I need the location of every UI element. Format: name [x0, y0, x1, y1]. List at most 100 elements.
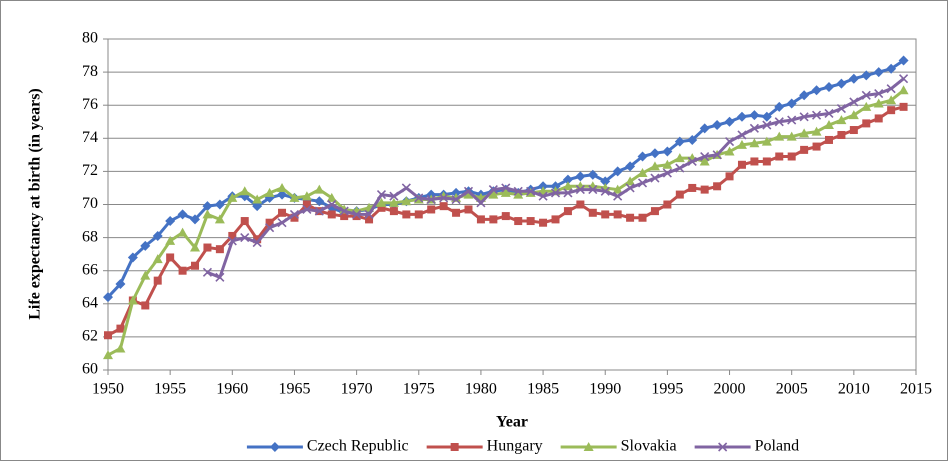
marker — [638, 213, 647, 222]
marker — [450, 443, 459, 451]
marker — [214, 214, 225, 224]
marker — [687, 156, 697, 167]
marker — [127, 252, 138, 263]
marker — [674, 153, 685, 163]
marker — [749, 110, 760, 121]
marker — [799, 128, 810, 138]
marker — [463, 189, 474, 199]
marker — [215, 245, 224, 254]
marker — [724, 146, 735, 156]
marker — [873, 67, 884, 78]
marker — [439, 193, 449, 203]
marker — [675, 163, 685, 173]
marker — [775, 152, 784, 161]
marker — [612, 184, 623, 194]
marker — [289, 192, 300, 202]
marker — [177, 227, 188, 237]
marker — [314, 184, 325, 194]
marker — [526, 217, 535, 226]
marker — [601, 210, 610, 219]
marker — [202, 201, 213, 212]
marker — [662, 159, 673, 169]
marker — [724, 137, 735, 147]
marker — [104, 331, 112, 340]
marker — [600, 176, 611, 187]
x-tick-label: 2010 — [838, 381, 870, 398]
marker — [214, 199, 225, 210]
legend-label: Czech Republic — [307, 438, 409, 455]
marker — [563, 207, 572, 216]
y-tick-label: 80 — [82, 30, 98, 47]
marker — [202, 267, 213, 277]
marker — [427, 205, 436, 214]
marker — [376, 190, 387, 200]
marker — [152, 230, 163, 241]
marker — [625, 176, 636, 186]
marker — [836, 115, 847, 125]
marker — [177, 209, 188, 220]
marker — [761, 111, 772, 122]
marker — [551, 215, 560, 224]
marker — [127, 295, 138, 305]
marker — [575, 171, 586, 182]
marker — [787, 115, 797, 125]
marker — [165, 216, 176, 227]
marker — [240, 217, 249, 226]
marker — [227, 192, 238, 202]
marker — [426, 194, 436, 205]
marker — [228, 231, 237, 240]
marker — [750, 157, 759, 166]
marker — [476, 198, 486, 208]
marker — [786, 131, 797, 141]
marker — [613, 210, 622, 219]
marker — [152, 254, 163, 264]
y-tick-label: 64 — [82, 294, 98, 311]
marker — [823, 81, 834, 92]
marker — [563, 188, 573, 198]
marker — [662, 146, 673, 157]
marker — [239, 186, 250, 196]
marker — [402, 210, 411, 219]
marker — [464, 205, 473, 214]
marker — [327, 199, 337, 210]
marker — [700, 185, 709, 194]
marker — [824, 108, 834, 119]
marker — [761, 136, 772, 146]
marker — [215, 272, 225, 282]
marker — [849, 97, 859, 107]
marker — [364, 209, 374, 219]
marker — [277, 189, 288, 200]
marker — [737, 130, 747, 140]
marker — [339, 206, 349, 216]
x-axis-title: Year — [496, 414, 528, 431]
legend-label: Slovakia — [621, 438, 677, 455]
marker — [514, 217, 523, 226]
marker — [115, 343, 126, 353]
marker — [116, 324, 125, 333]
marker — [848, 73, 859, 84]
marker — [277, 182, 288, 192]
marker — [314, 196, 325, 207]
marker — [849, 126, 858, 135]
x-tick-label: 1955 — [154, 381, 186, 398]
x-tick-label: 1970 — [341, 381, 373, 398]
marker — [501, 183, 511, 193]
marker — [289, 209, 300, 219]
marker — [191, 261, 200, 270]
marker — [588, 208, 597, 217]
marker — [774, 117, 784, 127]
marker — [700, 151, 710, 162]
legend-item: Hungary — [426, 438, 543, 455]
marker — [650, 207, 659, 216]
marker — [736, 111, 747, 122]
legend-item: Czech Republic — [246, 438, 409, 455]
x-tick-label: 1960 — [216, 381, 248, 398]
marker — [800, 145, 809, 154]
marker — [613, 191, 623, 201]
marker — [874, 114, 883, 123]
marker — [836, 103, 846, 114]
marker — [662, 168, 672, 178]
marker — [699, 123, 710, 134]
marker — [576, 200, 585, 209]
